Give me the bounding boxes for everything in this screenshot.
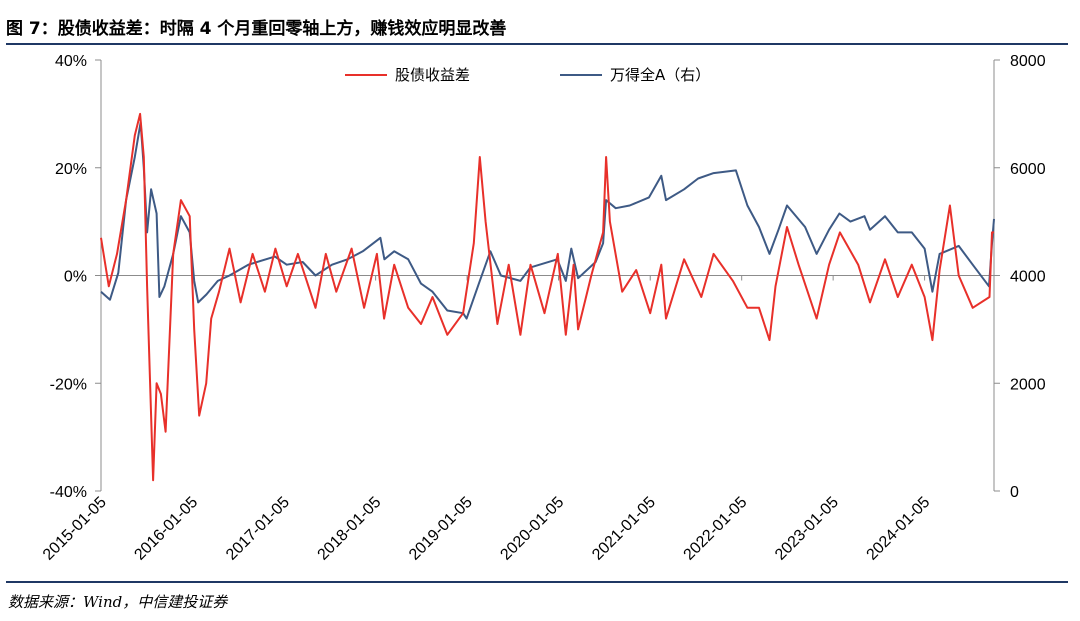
chart-legend: 股债收益差 万得全A（右） (345, 66, 710, 84)
left-tick-label: 0% (64, 269, 87, 286)
legend-label: 股债收益差 (395, 66, 470, 84)
spread-series-line (100, 112, 994, 482)
x-tick-label: 2024-01-05 (864, 494, 934, 564)
x-tick-label: 2023-01-05 (772, 494, 842, 564)
right-tick-label: 8000 (1010, 53, 1046, 70)
bottom-rule (6, 581, 1068, 583)
source-note: 数据来源：Wind，中信建投证券 (8, 593, 228, 611)
dual-axis-line-chart: -40% -20% 0% 20% 40% 0 2000 4000 6000 8000 2015-01… (40, 53, 1046, 564)
x-tick-label: 2015-01-05 (40, 494, 110, 564)
left-tick-label: 40% (55, 53, 87, 70)
x-tick-label: 2019-01-05 (406, 494, 476, 564)
index-series-line (100, 121, 995, 320)
x-tick-label: 2020-01-05 (497, 494, 567, 564)
x-tick-label: 2016-01-05 (131, 494, 201, 564)
figure-title: 图 7：股债收益差：时隔 4 个月重回零轴上方，赚钱效应明显改善 (6, 19, 507, 39)
right-tick-label: 0 (1010, 484, 1019, 501)
right-tick-label: 6000 (1010, 161, 1046, 178)
left-tick-label: 20% (55, 161, 87, 178)
left-tick-label: -40% (50, 484, 87, 501)
legend-label: 万得全A（右） (610, 66, 710, 84)
left-tick-label: -20% (50, 376, 87, 393)
x-tick-label: 2021-01-05 (589, 494, 659, 564)
right-tick-label: 4000 (1010, 269, 1046, 286)
x-tick-label: 2022-01-05 (681, 494, 751, 564)
right-tick-label: 2000 (1010, 376, 1046, 393)
title-rule (6, 43, 1068, 45)
x-tick-label: 2018-01-05 (315, 494, 385, 564)
series-layer (100, 112, 995, 482)
x-tick-label: 2017-01-05 (223, 494, 293, 564)
